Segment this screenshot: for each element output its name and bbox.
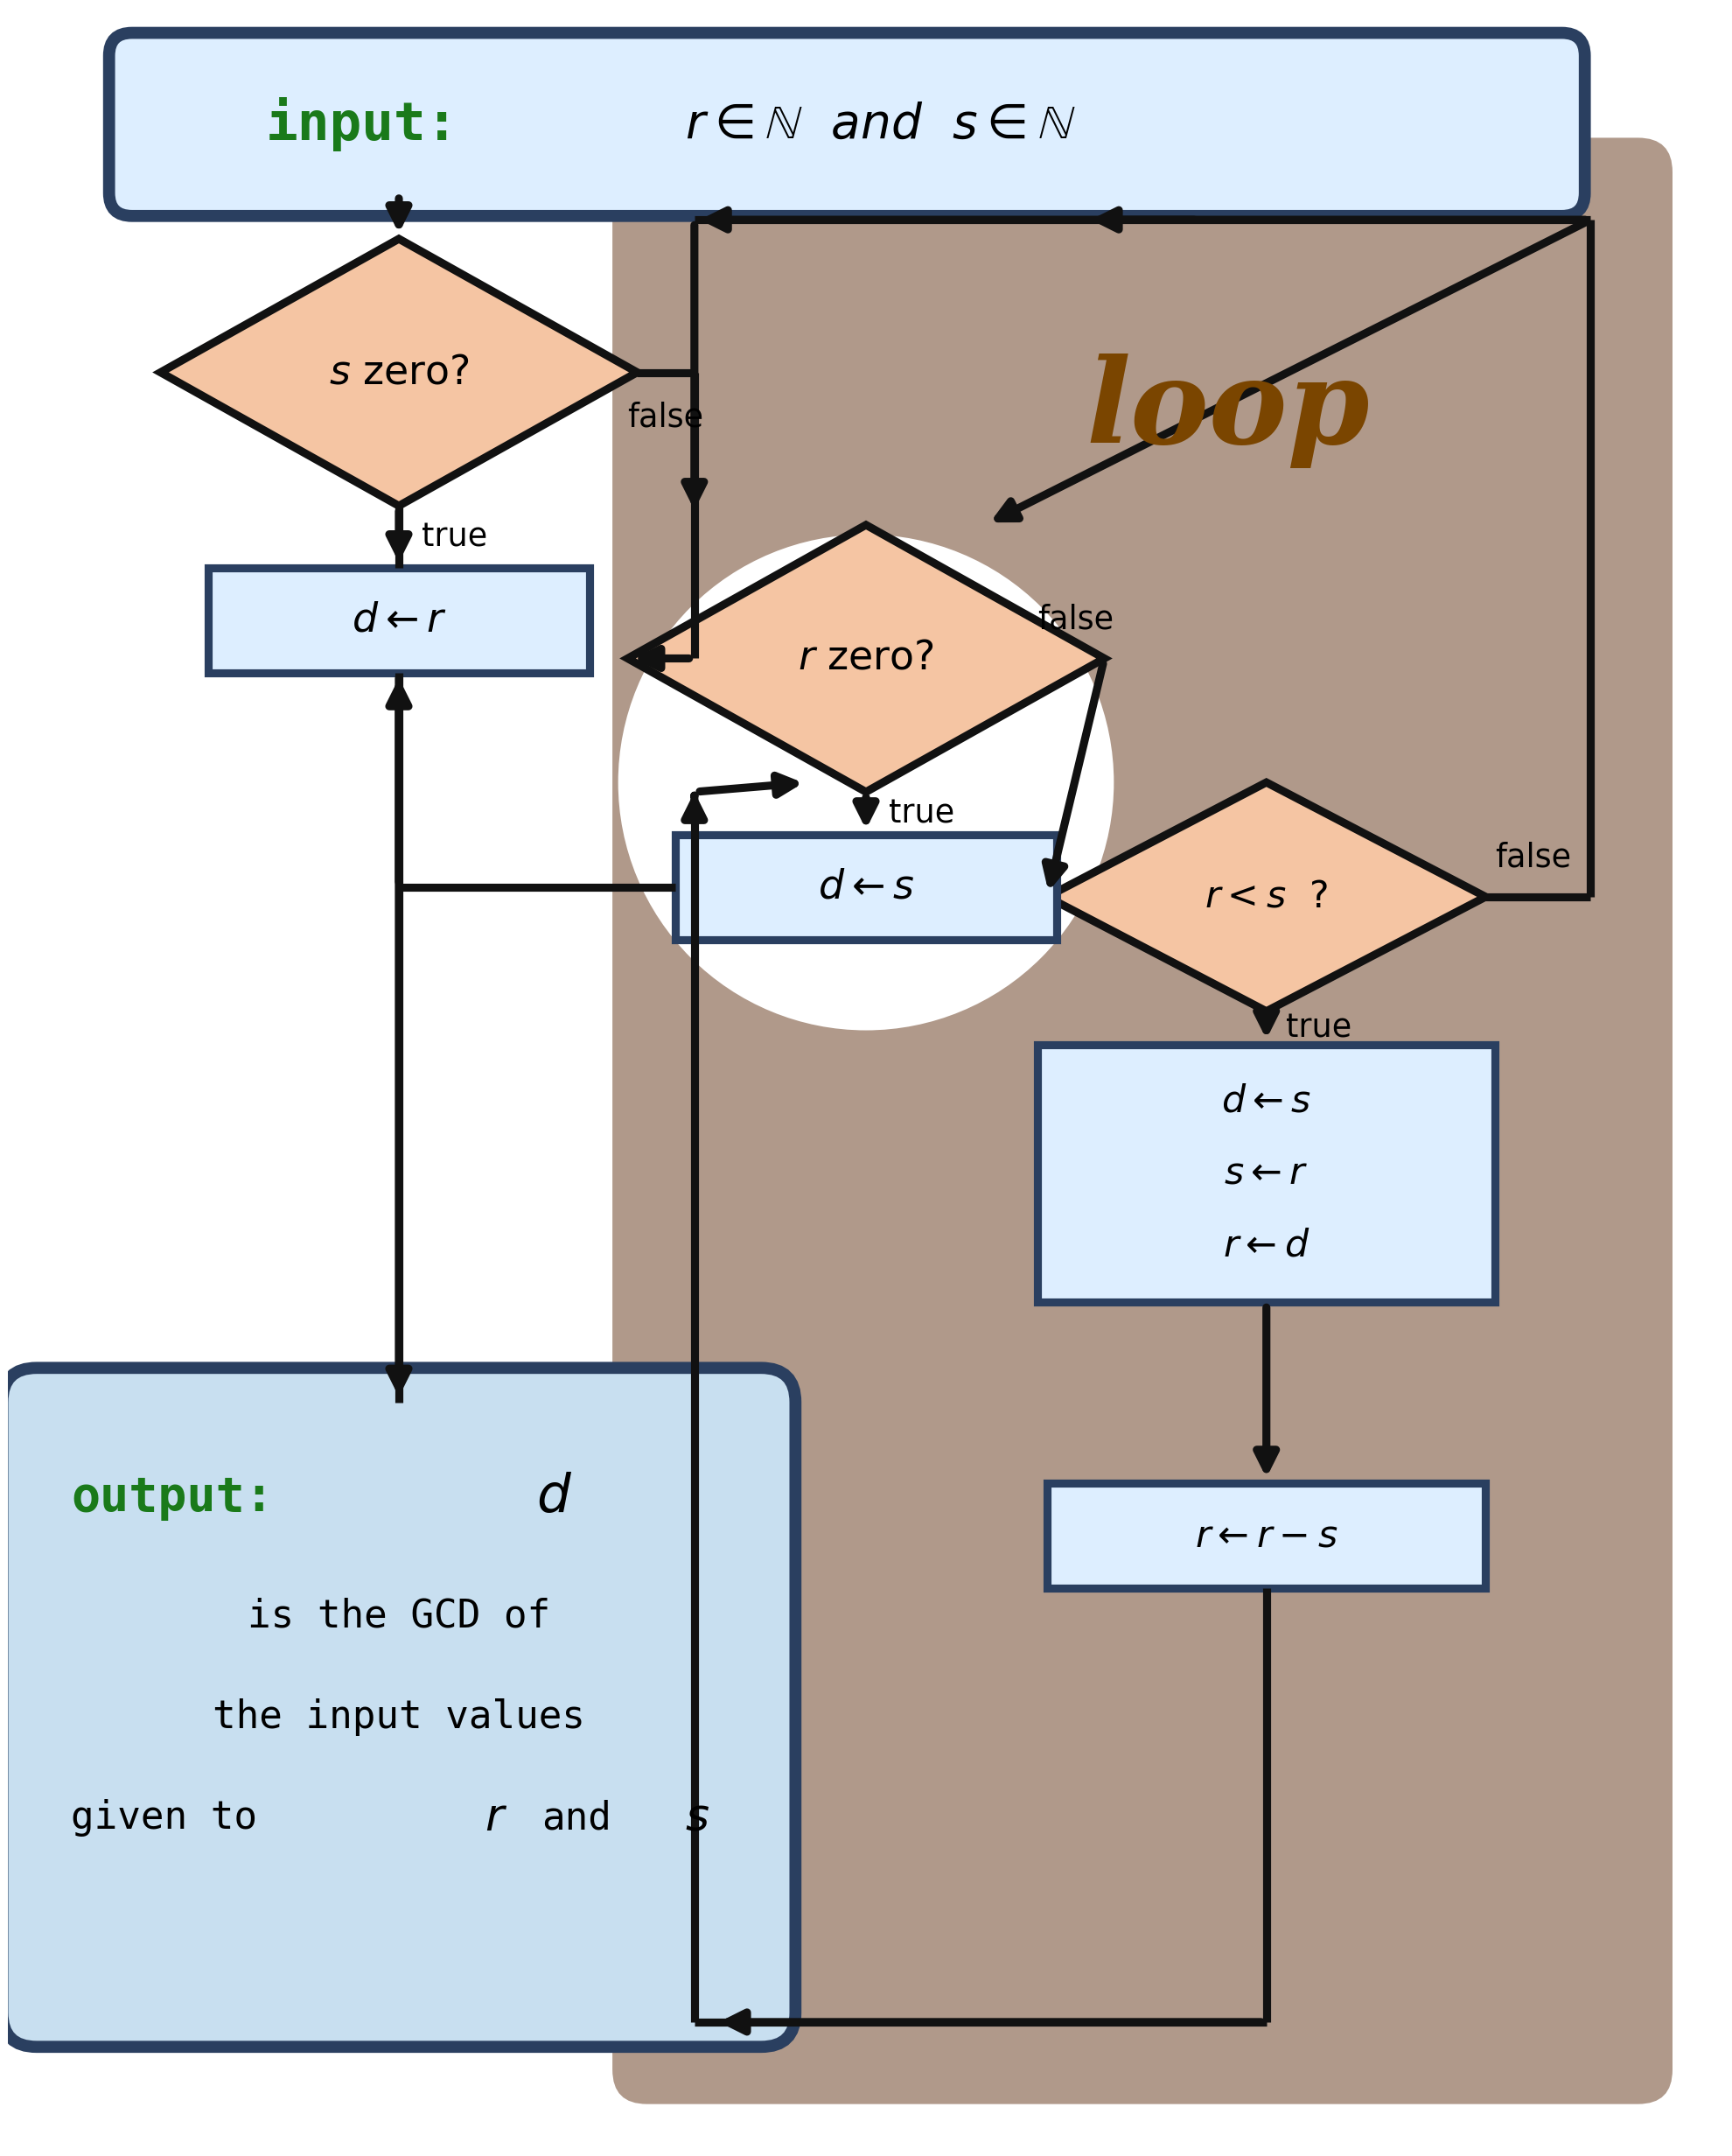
Bar xyxy=(1048,1483,1486,1589)
Text: input:: input: xyxy=(265,97,459,151)
Polygon shape xyxy=(161,239,637,507)
Text: $r$ zero?: $r$ zero? xyxy=(798,638,934,679)
Text: $d$: $d$ xyxy=(537,1473,572,1524)
Text: $s$: $s$ xyxy=(684,1796,710,1839)
Text: output:: output: xyxy=(71,1475,274,1520)
Text: $r\in\mathbb{N}$  and  $s\in\mathbb{N}$: $r\in\mathbb{N}$ and $s\in\mathbb{N}$ xyxy=(684,101,1076,147)
FancyBboxPatch shape xyxy=(613,138,1673,2104)
Text: $r \leftarrow d$: $r \leftarrow d$ xyxy=(1223,1227,1309,1263)
Text: the input values: the input values xyxy=(213,1699,585,1736)
Text: false: false xyxy=(1495,841,1571,873)
Text: loop: loop xyxy=(1086,354,1370,468)
Polygon shape xyxy=(627,524,1105,791)
Bar xyxy=(208,567,589,673)
Text: true: true xyxy=(889,798,954,830)
FancyBboxPatch shape xyxy=(109,32,1585,216)
Text: $s$ zero?: $s$ zero? xyxy=(329,354,469,392)
Text: $d \leftarrow s$: $d \leftarrow s$ xyxy=(818,867,914,908)
Text: $r < s$  ?: $r < s$ ? xyxy=(1205,877,1328,914)
Text: $d \leftarrow r$: $d \leftarrow r$ xyxy=(352,602,447,640)
Circle shape xyxy=(618,535,1114,1031)
Text: $d \leftarrow s$: $d \leftarrow s$ xyxy=(1221,1082,1311,1119)
Text: and: and xyxy=(542,1798,611,1837)
Text: is the GCD of: is the GCD of xyxy=(248,1598,551,1634)
Bar xyxy=(675,834,1057,940)
Text: false: false xyxy=(1037,604,1114,636)
FancyBboxPatch shape xyxy=(2,1367,795,2046)
Text: $r \leftarrow r - s$: $r \leftarrow r - s$ xyxy=(1195,1518,1337,1554)
Text: false: false xyxy=(627,401,703,433)
Text: $s \leftarrow r$: $s \leftarrow r$ xyxy=(1225,1156,1309,1192)
Polygon shape xyxy=(1048,783,1486,1011)
Text: $r$: $r$ xyxy=(485,1796,507,1839)
Text: given to: given to xyxy=(71,1798,258,1837)
Text: true: true xyxy=(423,520,488,554)
Bar xyxy=(1037,1046,1495,1302)
Text: true: true xyxy=(1285,1011,1351,1044)
